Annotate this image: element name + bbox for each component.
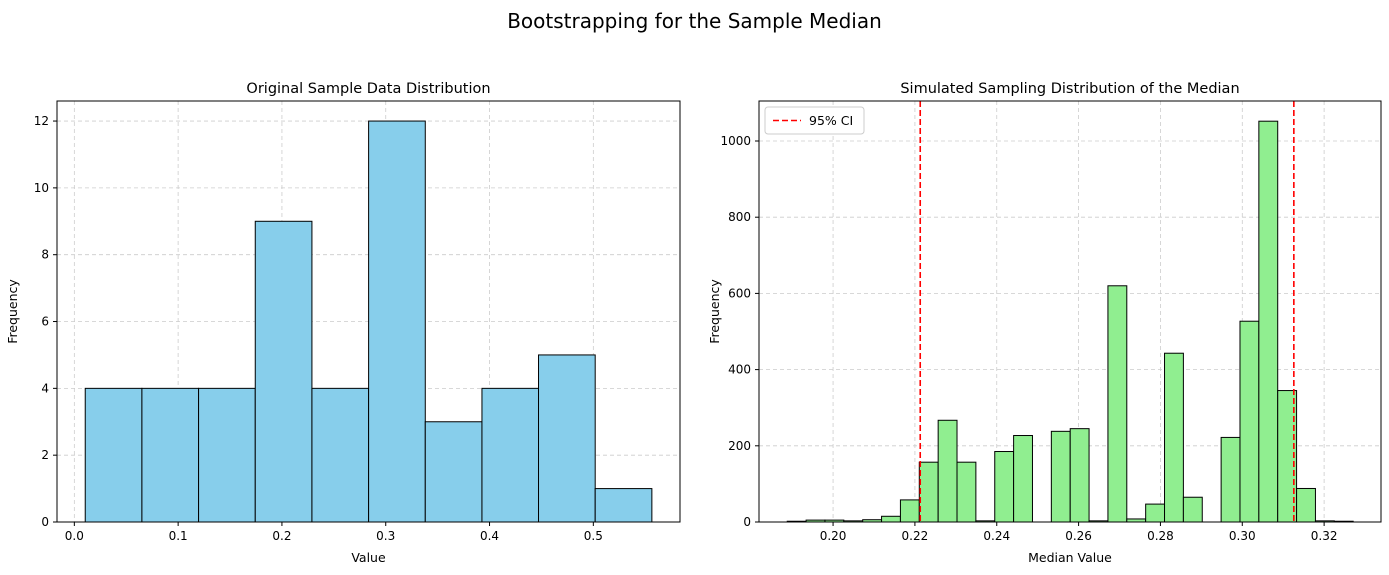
histogram-bar xyxy=(594,488,653,523)
axes-frame xyxy=(56,100,681,523)
x-tick-label: 0.4 xyxy=(480,529,499,543)
chart-title: Original Sample Data Distribution xyxy=(246,81,490,97)
histogram-bar xyxy=(481,387,540,523)
x-axis-label: Value xyxy=(351,550,386,565)
y-axis-label: Frequency xyxy=(5,279,20,344)
chart-bootstrap-medians: 0.20 0.22 0.24 0.26 0.28 0.30 0.32 0 200 400 600 80… xyxy=(707,81,1382,565)
y-tick-label: 800 xyxy=(728,210,751,224)
histogram-bar xyxy=(937,419,958,523)
x-tick-label: 0.22 xyxy=(902,529,929,543)
histogram-bar xyxy=(899,499,920,523)
x-axis-label: Median Value xyxy=(1028,550,1112,565)
x-tick-label: 0.2 xyxy=(272,529,291,543)
histogram-bar xyxy=(1145,503,1166,523)
y-tick-label: 2 xyxy=(41,448,49,462)
chart-original-sample: 0.0 0.1 0.2 0.3 0.4 0.5 0 2 4 6 8 10 12 Original Samp… xyxy=(5,81,681,565)
legend-label: 95% CI xyxy=(809,113,853,128)
x-tick-label: 0.20 xyxy=(820,529,847,543)
histogram-bar xyxy=(1013,435,1033,523)
histogram-bar xyxy=(1220,436,1241,523)
axes-frame xyxy=(758,100,1382,523)
histogram-bar xyxy=(1258,120,1279,523)
y-tick-label: 0 xyxy=(41,515,49,529)
x-tick-label: 0.32 xyxy=(1311,529,1338,543)
histogram-bar xyxy=(84,387,143,523)
x-tick-label: 0.0 xyxy=(65,529,84,543)
histogram-bar xyxy=(538,354,596,523)
y-tick-label: 200 xyxy=(728,439,751,453)
x-tick-label: 0.28 xyxy=(1147,529,1174,543)
x-tick-label: 0.24 xyxy=(983,529,1010,543)
histogram-bar xyxy=(424,421,483,523)
x-tick-label: 0.30 xyxy=(1229,529,1256,543)
histogram-bar xyxy=(881,515,901,523)
histogram-bar xyxy=(254,220,313,523)
y-tick-label: 6 xyxy=(41,315,49,329)
x-tick-label: 0.5 xyxy=(584,529,603,543)
y-tick-label: 0 xyxy=(743,515,751,529)
histogram-bar xyxy=(198,387,256,523)
y-tick-label: 4 xyxy=(41,381,49,395)
histogram-bar xyxy=(1164,352,1184,523)
histogram-bar xyxy=(141,387,200,523)
y-axis-label: Frequency xyxy=(707,279,722,344)
figure-suptitle: Bootstrapping for the Sample Median xyxy=(507,9,882,33)
y-tick-label: 600 xyxy=(728,286,751,300)
histogram-bar xyxy=(1107,285,1128,523)
histogram-bar xyxy=(311,387,370,523)
histogram-bar xyxy=(1182,496,1203,523)
x-tick-label: 0.1 xyxy=(169,529,188,543)
y-tick-label: 10 xyxy=(34,181,49,195)
chart-title: Simulated Sampling Distribution of the M… xyxy=(900,81,1239,97)
y-tick-label: 1000 xyxy=(720,134,751,148)
histogram-bar xyxy=(1296,487,1316,523)
x-tick-label: 0.3 xyxy=(376,529,395,543)
histogram-bar xyxy=(1069,428,1090,523)
y-tick-label: 12 xyxy=(34,114,49,128)
histogram-bar xyxy=(368,120,426,523)
histogram-bar xyxy=(1050,430,1071,523)
y-tick-label: 400 xyxy=(728,363,751,377)
y-tick-label: 8 xyxy=(41,248,49,262)
histogram-bar xyxy=(956,461,977,523)
x-tick-label: 0.26 xyxy=(1065,529,1092,543)
histogram-bar xyxy=(1239,320,1260,523)
legend-box xyxy=(764,106,865,135)
histogram-bar xyxy=(918,461,939,523)
histogram-bar xyxy=(994,451,1015,523)
